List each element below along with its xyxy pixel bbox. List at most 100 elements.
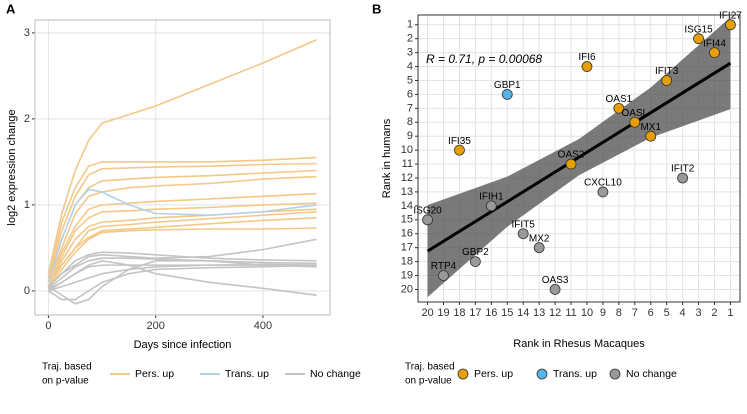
legend-label: Pers. up — [135, 368, 174, 380]
panel-label: A — [6, 1, 16, 16]
legend-title: Traj. based — [405, 362, 455, 373]
point-label: IFI27 — [719, 10, 742, 21]
point-label: IFIT3 — [655, 66, 679, 77]
x-tick-label: 5 — [664, 307, 670, 319]
x-tick-label: 4 — [680, 307, 686, 319]
x-tick-label: 11 — [565, 307, 576, 319]
point — [549, 284, 561, 295]
x-tick-label: 200 — [147, 320, 165, 332]
point-label: OAS3 — [542, 275, 569, 286]
point — [581, 61, 593, 72]
x-tick-label: 20 — [421, 307, 433, 319]
point-label: ISG15 — [684, 24, 713, 35]
trajectory-line — [47, 217, 317, 288]
y-tick-label: 20 — [401, 283, 413, 295]
x-tick-label: 10 — [581, 307, 593, 319]
x-tick-label: 16 — [485, 307, 497, 319]
plot-frame — [417, 14, 741, 303]
trajectory-line — [48, 259, 317, 297]
legend-label: Trans. up — [553, 368, 597, 380]
point — [533, 242, 545, 254]
y-tick-label: 9 — [407, 130, 413, 142]
point-label: IFI35 — [448, 136, 471, 147]
x-tick-label: 12 — [549, 307, 561, 319]
trajectory-line — [47, 192, 317, 283]
y-tick-label: 10 — [401, 144, 413, 156]
point — [454, 144, 465, 156]
trajectory-line — [48, 263, 317, 292]
point-label: MX2 — [529, 233, 550, 244]
y-tick-label: 6 — [407, 88, 413, 100]
trajectory-line — [47, 162, 317, 283]
legend-title: Traj. based — [42, 362, 92, 373]
x-tick-label: 6 — [648, 307, 654, 319]
y-tick-label: 4 — [407, 60, 413, 72]
legend-key — [457, 368, 469, 380]
point — [613, 102, 625, 114]
x-axis-label: Rank in Rhesus Macaques — [513, 338, 645, 350]
y-tick-label: 12 — [401, 172, 413, 184]
trajectory-line — [47, 156, 317, 279]
x-tick-label: 0 — [45, 320, 51, 332]
legend-label: No change — [626, 368, 677, 380]
point-label: GBP1 — [494, 80, 521, 91]
point-label: MX1 — [640, 122, 661, 133]
point — [645, 130, 657, 142]
trajectory-line — [47, 251, 317, 288]
point — [485, 200, 497, 212]
point-label: IFI6 — [578, 52, 596, 63]
y-tick-label: 16 — [401, 228, 413, 240]
trajectory-line — [47, 175, 317, 283]
panel-label: B — [372, 1, 381, 16]
legend-label: Pers. up — [474, 368, 513, 380]
y-axis-label: log2 expression change — [6, 109, 18, 225]
point-label: RTP4 — [431, 261, 457, 272]
legend-label: Trans. up — [225, 368, 269, 380]
point-label: OASL — [621, 108, 648, 119]
y-tick-label: 18 — [401, 256, 413, 268]
trajectory-line — [47, 202, 317, 287]
y-tick-label: 1 — [24, 199, 30, 211]
y-tick-label: 11 — [402, 158, 413, 170]
y-tick-label: 2 — [407, 33, 413, 45]
point — [438, 270, 449, 281]
point — [469, 256, 481, 267]
trajectory-line — [47, 238, 317, 288]
x-tick-label: 17 — [469, 307, 481, 319]
point-label: IFIH1 — [479, 192, 504, 203]
plot-frame — [34, 19, 331, 316]
point — [725, 19, 736, 31]
trajectory-line — [47, 188, 317, 283]
legend-title: on p-value — [405, 376, 452, 387]
legend-label: No change — [310, 368, 361, 380]
y-tick-label: 14 — [401, 200, 413, 212]
point — [565, 158, 577, 170]
x-tick-label: 3 — [695, 307, 701, 319]
point-label: OAS1 — [606, 94, 633, 105]
regression-line — [426, 61, 732, 253]
point-label: OAS2 — [558, 150, 585, 161]
y-tick-label: 17 — [401, 242, 413, 254]
x-tick-label: 2 — [711, 307, 717, 319]
trajectory-line — [47, 39, 317, 274]
y-tick-label: 0 — [24, 285, 30, 297]
y-tick-label: 19 — [401, 269, 413, 281]
y-tick-label: 3 — [407, 47, 413, 59]
legend-title: on p-value — [42, 376, 89, 387]
legend-key — [609, 368, 621, 380]
y-tick-label: 15 — [401, 214, 413, 226]
point-label: ISG20 — [413, 205, 442, 216]
point-label: CXCL10 — [584, 178, 622, 189]
y-axis-label: Rank in humans — [381, 118, 393, 198]
y-tick-label: 8 — [407, 116, 413, 128]
x-tick-label: 8 — [616, 307, 622, 319]
x-tick-label: 15 — [501, 307, 513, 319]
y-tick-label: 13 — [401, 186, 413, 198]
point — [693, 33, 704, 45]
annotation: R = 0.71, p = 0.00068 — [426, 52, 542, 66]
point — [709, 47, 720, 59]
point — [661, 75, 673, 86]
point-label: IFIT5 — [512, 219, 536, 230]
x-tick-label: 14 — [517, 307, 529, 319]
